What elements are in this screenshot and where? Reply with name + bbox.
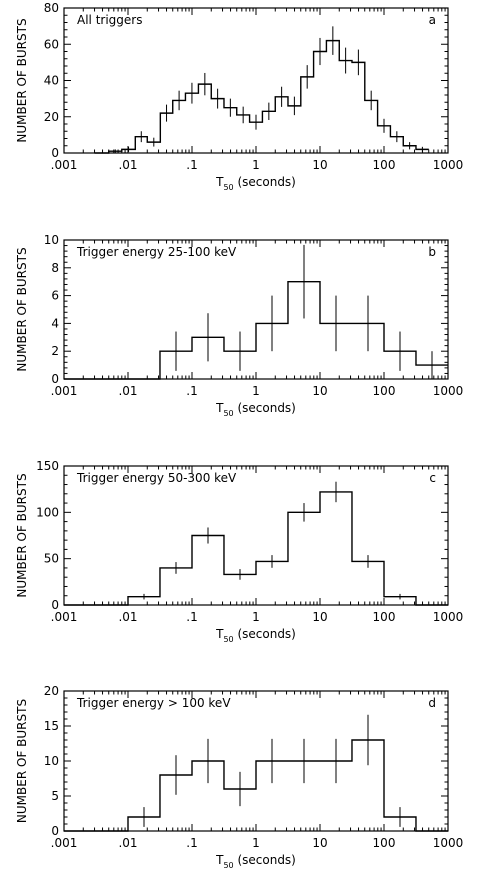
- y-tick-label: 8: [51, 261, 59, 275]
- histogram-step-line: [64, 491, 448, 606]
- panel-title: Trigger energy > 100 keV: [76, 696, 231, 710]
- x-tick-label: .01: [118, 158, 137, 172]
- x-tick-label: .01: [118, 610, 137, 624]
- x-tick-label: .001: [51, 384, 78, 398]
- x-tick-label: 10: [312, 158, 327, 172]
- y-tick-label: 20: [44, 684, 59, 698]
- y-axis-title: NUMBER OF BURSTS: [15, 247, 29, 371]
- y-tick-label: 10: [44, 754, 59, 768]
- x-tick-label: .1: [186, 836, 197, 850]
- x-tick-label: 1: [252, 836, 260, 850]
- panel-a: .001 .01 .1 1 10 100 1000 0 20 40 60 80 All triggers…: [15, 1, 463, 192]
- plot-frame: [63, 239, 449, 380]
- y-tick-label: 0: [51, 598, 59, 612]
- x-tick-label: 1000: [433, 384, 464, 398]
- x-tick-label: .1: [186, 610, 197, 624]
- panel-letter: a: [429, 13, 436, 27]
- panel-title: All triggers: [77, 13, 142, 27]
- x-tick-label: 1: [252, 158, 260, 172]
- panel-letter: c: [429, 471, 436, 485]
- panel-d: .001 .01 .1 1 10 100 1000 0 5 10 15 20 Trigger energ…: [15, 684, 463, 870]
- y-tick-label: 50: [44, 552, 59, 566]
- x-tick-label: 10: [312, 384, 327, 398]
- x-tick-label: 100: [373, 836, 396, 850]
- y-tick-label: 10: [44, 233, 59, 247]
- panel-c: .001 .01 .1 1 10 100 1000 0 50 100 150 Trigger ener…: [15, 459, 463, 644]
- x-tick-label: 1: [252, 610, 260, 624]
- y-tick-label: 20: [44, 110, 59, 124]
- x-axis-title: T50 (seconds): [215, 627, 296, 644]
- x-tick-label: .001: [51, 836, 78, 850]
- y-tick-label: 0: [51, 824, 59, 838]
- x-tick-label: .001: [51, 610, 78, 624]
- x-tick-label: 10: [312, 610, 327, 624]
- y-axis-title: NUMBER OF BURSTS: [15, 699, 29, 823]
- panel-letter: b: [428, 245, 436, 259]
- y-tick-label: 0: [51, 146, 59, 160]
- y-tick-label: 60: [44, 37, 59, 51]
- y-tick-label: 4: [51, 316, 59, 330]
- y-axis-title: NUMBER OF BURSTS: [15, 473, 29, 597]
- x-axis-title: T50 (seconds): [215, 853, 296, 870]
- x-tick-label: 100: [373, 610, 396, 624]
- y-tick-label: 40: [44, 74, 59, 88]
- panel-title: Trigger energy 50-300 keV: [76, 471, 237, 485]
- x-axis-title: T50 (seconds): [215, 401, 296, 418]
- x-tick-label: 100: [373, 158, 396, 172]
- y-tick-label: 2: [51, 344, 59, 358]
- panel-letter: d: [428, 696, 436, 710]
- histogram-step-line: [64, 739, 448, 832]
- x-tick-label: 1000: [433, 836, 464, 850]
- x-tick-label: 1000: [433, 158, 464, 172]
- y-tick-label: 100: [36, 505, 59, 519]
- y-axis-title: NUMBER OF BURSTS: [15, 18, 29, 142]
- x-tick-label: .01: [118, 384, 137, 398]
- histogram-step-line: [64, 281, 448, 380]
- panel-b: .001 .01 .1 1 10 100 1000 0 2 4 6 8 10 Trigger energy…: [15, 233, 463, 418]
- y-tick-label: 15: [44, 719, 59, 733]
- x-axis-title: T50 (seconds): [215, 175, 296, 192]
- plot-frame: [63, 465, 449, 606]
- y-tick-label: 0: [51, 372, 59, 386]
- y-tick-label: 80: [44, 1, 59, 15]
- x-tick-label: .01: [118, 836, 137, 850]
- x-tick-label: 1: [252, 384, 260, 398]
- x-tick-label: 100: [373, 384, 396, 398]
- y-tick-label: 5: [51, 789, 59, 803]
- histogram-step-line: [94, 39, 429, 154]
- y-tick-label: 6: [51, 289, 59, 303]
- x-tick-label: .1: [186, 158, 197, 172]
- panel-title: Trigger energy 25-100 keV: [76, 245, 237, 259]
- x-tick-label: .1: [186, 384, 197, 398]
- x-tick-label: .001: [51, 158, 78, 172]
- x-tick-label: 10: [312, 836, 327, 850]
- y-tick-label: 150: [36, 459, 59, 473]
- x-tick-label: 1000: [433, 610, 464, 624]
